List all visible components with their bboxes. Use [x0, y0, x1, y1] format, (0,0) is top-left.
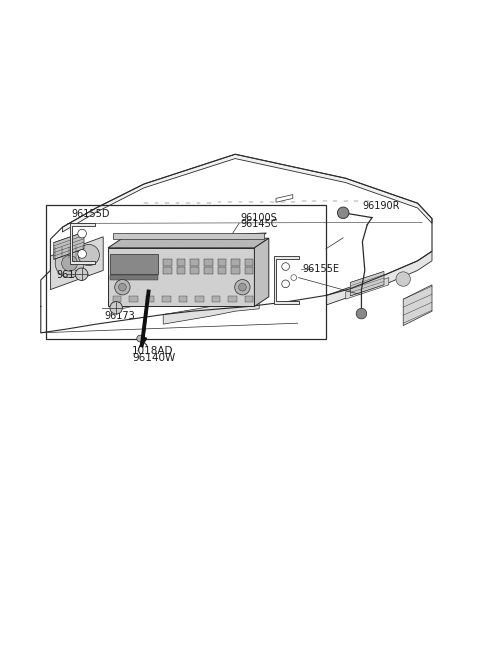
Circle shape [239, 283, 246, 291]
Polygon shape [62, 154, 432, 232]
Bar [162, 296, 171, 302]
Text: 96173: 96173 [105, 310, 135, 321]
Polygon shape [403, 285, 432, 325]
Polygon shape [50, 237, 103, 289]
Bar [46, 205, 326, 338]
Bar [231, 267, 240, 274]
Bar [228, 296, 237, 302]
Circle shape [55, 249, 84, 277]
Text: 1018AD: 1018AD [132, 346, 173, 356]
Bar [195, 296, 204, 302]
Polygon shape [274, 256, 299, 304]
Circle shape [137, 335, 144, 342]
Bar [163, 267, 172, 274]
Text: 96100S: 96100S [240, 213, 277, 223]
Circle shape [135, 299, 140, 304]
Bar [110, 254, 158, 274]
Text: 96155E: 96155E [302, 264, 339, 274]
Text: 96155D: 96155D [71, 209, 109, 218]
Polygon shape [350, 272, 384, 296]
Circle shape [396, 272, 410, 286]
Circle shape [110, 302, 122, 314]
Polygon shape [108, 238, 269, 248]
Bar [179, 296, 188, 302]
Polygon shape [113, 234, 264, 239]
Bar [212, 296, 220, 302]
Circle shape [118, 299, 123, 304]
Bar [245, 296, 253, 302]
Text: 96173: 96173 [57, 270, 87, 280]
Circle shape [119, 283, 126, 291]
Circle shape [115, 279, 130, 295]
Text: 96190R: 96190R [362, 201, 400, 211]
Bar [245, 259, 253, 266]
Circle shape [291, 275, 297, 281]
Bar [177, 267, 185, 274]
Polygon shape [120, 281, 178, 309]
Bar [110, 275, 158, 279]
Circle shape [235, 279, 250, 295]
Circle shape [78, 229, 86, 238]
Bar [231, 259, 240, 266]
Bar [217, 267, 226, 274]
Polygon shape [115, 233, 266, 247]
Polygon shape [326, 251, 432, 305]
Bar [217, 259, 226, 266]
Bar [146, 296, 155, 302]
Circle shape [356, 308, 367, 319]
Circle shape [78, 245, 99, 266]
Circle shape [127, 299, 132, 304]
Polygon shape [54, 232, 84, 259]
Polygon shape [346, 277, 389, 299]
Circle shape [144, 299, 149, 304]
Bar [204, 259, 213, 266]
Circle shape [282, 280, 289, 288]
Circle shape [61, 255, 77, 271]
Bar [113, 296, 121, 302]
Circle shape [112, 285, 123, 297]
Bar [108, 248, 254, 306]
Circle shape [75, 268, 88, 281]
Bar [129, 296, 138, 302]
Text: 96145C: 96145C [240, 218, 277, 229]
Polygon shape [70, 223, 95, 264]
Bar [163, 259, 172, 266]
Bar [204, 267, 213, 274]
Circle shape [109, 299, 114, 304]
Bar [191, 259, 199, 266]
Text: 96140W: 96140W [132, 353, 175, 363]
Circle shape [78, 250, 86, 258]
Bar [177, 259, 185, 266]
Bar [191, 267, 199, 274]
Polygon shape [139, 263, 182, 295]
Polygon shape [254, 238, 269, 306]
Bar [245, 267, 253, 274]
Circle shape [128, 289, 139, 301]
Circle shape [282, 262, 289, 270]
Circle shape [337, 207, 349, 218]
Polygon shape [163, 299, 259, 324]
